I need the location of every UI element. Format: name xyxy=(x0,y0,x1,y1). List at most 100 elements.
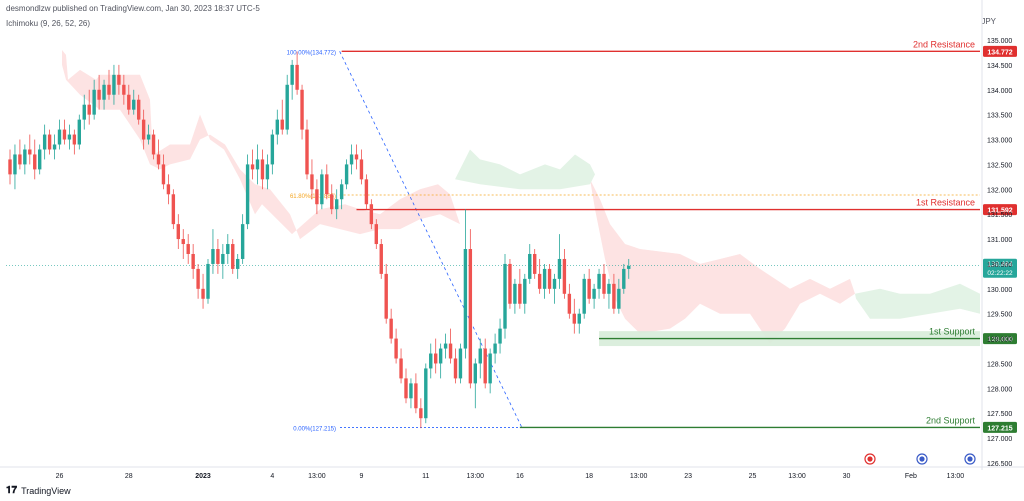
price-tick-label: 128.000 xyxy=(987,386,1012,393)
candle-body xyxy=(122,84,126,95)
candle-body xyxy=(72,134,77,145)
candle-body xyxy=(112,74,116,95)
candle-body xyxy=(156,154,161,165)
candle-body xyxy=(438,348,443,364)
candle-body xyxy=(627,265,631,269)
time-tick-label: 13:00 xyxy=(947,473,965,480)
candle-body xyxy=(171,194,176,225)
candle-body xyxy=(364,179,369,205)
candle-body xyxy=(384,273,388,319)
candle-body xyxy=(325,174,329,195)
candle-body xyxy=(597,273,601,289)
candle-body xyxy=(369,204,374,225)
price-axis[interactable]: 135.000 134.500 134.000 133.500 133.000 132.5… xyxy=(981,0,1012,470)
price-tick-label: 135.000 xyxy=(987,38,1012,45)
level-price-text: 127.215 xyxy=(987,425,1012,432)
candle-body xyxy=(87,104,91,115)
candle-body xyxy=(221,253,225,264)
candle-body xyxy=(236,258,240,269)
tradingview-logo-icon: 𝟏𝟕 xyxy=(6,485,18,496)
candle-body xyxy=(448,343,453,359)
candle-body xyxy=(290,64,294,85)
price-tick-label: 131.500 xyxy=(987,212,1012,219)
candle-body xyxy=(57,129,62,145)
candle-body xyxy=(493,343,497,354)
candle-body xyxy=(250,164,255,170)
price-tick-label: 129.000 xyxy=(987,337,1012,344)
candle-body xyxy=(285,84,289,130)
candle-body xyxy=(404,378,408,399)
level-name: 2nd Support xyxy=(926,415,976,425)
ichimoku-cloud xyxy=(62,50,980,347)
candle-body xyxy=(28,149,32,155)
candle-body xyxy=(488,353,492,384)
candle-body xyxy=(359,159,364,180)
time-tick-label: Feb xyxy=(905,473,917,480)
candle-body xyxy=(275,119,279,135)
level-price-text: 134.772 xyxy=(987,49,1012,56)
price-tick-label: 132.000 xyxy=(987,187,1012,194)
candle-body xyxy=(270,134,275,165)
candle-body xyxy=(97,89,101,100)
footer-brand[interactable]: 𝟏𝟕 TradingView xyxy=(6,485,71,496)
candle-body xyxy=(280,119,284,130)
candle-body xyxy=(542,268,547,289)
candle-body xyxy=(503,263,507,329)
candle-body xyxy=(458,348,463,379)
candle-body xyxy=(582,278,586,314)
candle-body xyxy=(478,348,482,364)
candle-body xyxy=(572,313,576,324)
candle-body xyxy=(62,129,67,140)
candle-body xyxy=(13,154,17,175)
level-price-tag xyxy=(983,45,1017,57)
candle-body xyxy=(240,224,245,259)
cloud-red-late xyxy=(590,179,855,344)
candle-body xyxy=(141,119,146,140)
indicator-legend[interactable]: Ichimoku (9, 26, 52, 26) xyxy=(6,19,91,28)
support-resistance-levels: 2nd Resistance 134.772 1st Resistance 131.5… xyxy=(6,39,1017,433)
candle-body xyxy=(508,263,512,304)
candle-body xyxy=(245,164,250,225)
candle-body xyxy=(67,134,72,140)
candle-body xyxy=(528,253,532,279)
candle-body xyxy=(196,268,200,289)
candle-body xyxy=(424,368,428,419)
candle-body xyxy=(231,244,235,269)
price-tick-label: 133.500 xyxy=(987,113,1012,120)
cloud-green-future xyxy=(855,283,980,319)
candle-body xyxy=(557,258,562,279)
price-tick-label: 130.000 xyxy=(987,287,1012,294)
price-tick-label: 130.500 xyxy=(987,262,1012,269)
candle-body xyxy=(513,283,517,304)
candle-body xyxy=(23,149,27,165)
candle-body xyxy=(117,74,121,85)
candlesticks xyxy=(8,51,631,429)
candle-body xyxy=(42,134,47,150)
price-tick-label: 127.500 xyxy=(987,411,1012,418)
candle-body xyxy=(33,154,37,170)
candle-body xyxy=(547,268,552,289)
publisher-caption: desmondlzw published on TradingView.com,… xyxy=(6,4,260,13)
price-tick-label: 128.500 xyxy=(987,361,1012,368)
candle-body xyxy=(320,174,324,205)
candle-body xyxy=(409,383,413,399)
event-icons xyxy=(864,453,976,465)
candle-body xyxy=(186,244,190,254)
candle-body xyxy=(92,89,96,115)
candle-body xyxy=(52,144,57,150)
candle-body xyxy=(226,244,230,254)
candle-body xyxy=(587,278,591,299)
level-price-text: 129.000 xyxy=(987,337,1012,344)
candle-body xyxy=(612,283,616,309)
candle-body xyxy=(354,154,359,160)
candle-body xyxy=(552,278,557,289)
time-tick-label: 9 xyxy=(359,473,363,480)
time-axis[interactable]: 26 28 2023 4 13:00 9 11 13:00 16 18 13:00 23 25 13:00… xyxy=(0,466,1024,480)
candle-body xyxy=(151,134,156,155)
candle-body xyxy=(379,244,383,274)
time-tick-label: 13:00 xyxy=(788,473,806,480)
candle-body xyxy=(399,358,403,379)
candle-body xyxy=(518,283,522,304)
